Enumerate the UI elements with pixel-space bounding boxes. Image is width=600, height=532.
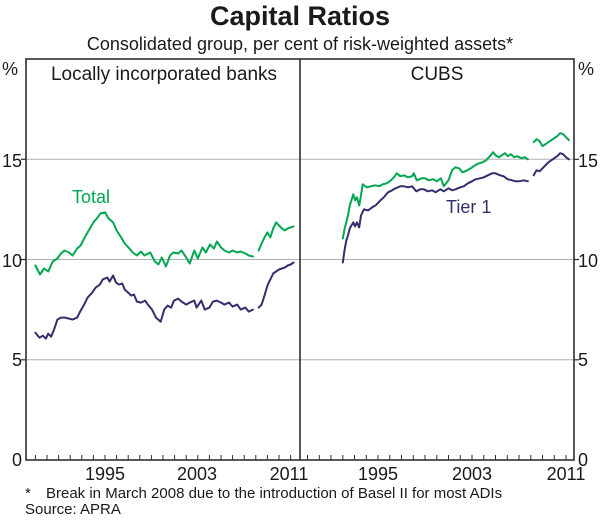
x-axis-label-right-2003: 2003 [451,464,493,484]
x-axis-label-left-2003: 2003 [176,464,218,484]
chart-subtitle: Consolidated group, per cent of risk-wei… [86,34,514,54]
panel-title-cubs: CUBS [410,64,464,85]
x-axis-label-left-2011: 2011 [269,464,309,484]
y-axis-label-left-15: 15 [1,151,22,171]
series-label-tier1: Tier 1 [446,197,492,217]
x-axis-label-right-1995: 1995 [357,464,399,484]
x-axis-label-left-1995: 1995 [84,464,126,484]
source-note: Source: APRA [25,501,121,518]
x-axis-label-right-2011: 2011 [546,464,586,484]
footnote-marker: * [25,485,31,502]
y-axis-label-left-5: 5 [11,350,22,370]
y-axis-unit-left: % [1,59,18,79]
y-axis-unit-right: % [578,59,595,79]
y-axis-label-right-0: 0 [578,450,589,470]
panel-title-locally-incorporated-banks: Locally incorporated banks [50,64,278,85]
y-axis-label-left-10: 10 [1,251,22,271]
y-axis-label-right-10: 10 [578,251,599,271]
footnote-text: Break in March 2008 due to the introduct… [46,485,503,502]
y-axis-label-right-5: 5 [578,350,589,370]
y-axis-label-left-0: 0 [11,450,22,470]
y-axis-label-right-15: 15 [578,151,599,171]
chart-title: Capital Ratios [209,1,391,31]
series-label-total: Total [72,187,111,207]
